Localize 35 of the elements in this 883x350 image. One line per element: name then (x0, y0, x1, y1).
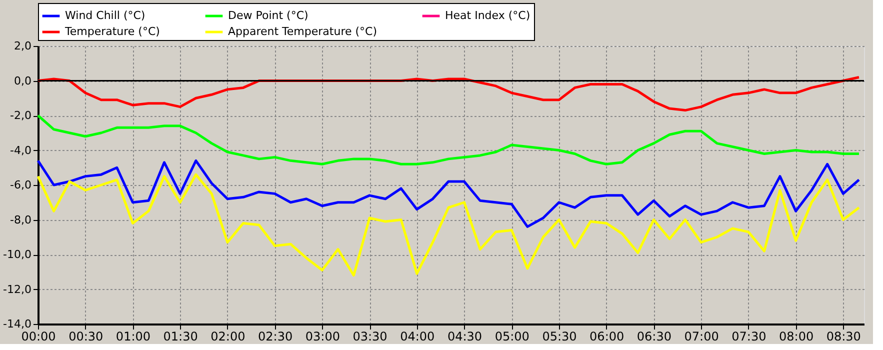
legend-label: Dew Point (°C) (228, 9, 308, 22)
x-tick-label: 03:00 (305, 330, 340, 344)
x-tick-label: 08:00 (779, 330, 814, 344)
line-series (36, 173, 860, 277)
x-tick-label: 00:00 (21, 330, 56, 344)
y-tick-label: 2,0 (14, 40, 32, 52)
legend-label: Apparent Temperature (°C) (228, 25, 377, 38)
x-tick-label: 02:00 (210, 330, 246, 344)
y-tick-label: -14,0 (3, 318, 32, 330)
x-tick-label: 02:30 (258, 330, 293, 344)
y-tick-label: -4,0 (10, 144, 32, 157)
x-tick-label: 00:30 (68, 330, 104, 344)
x-tick-label: 01:00 (116, 330, 151, 344)
legend-label: Temperature (°C) (64, 25, 160, 38)
x-tick-label: 08:30 (826, 330, 861, 344)
line-series (36, 114, 860, 166)
y-tick-label: -12,0 (3, 282, 32, 296)
x-tick-label: 06:00 (590, 330, 624, 344)
y-tick-label: -2,0 (10, 109, 32, 122)
y-tick-label: -6,0 (10, 178, 32, 192)
x-tick-label: 06:30 (636, 330, 672, 344)
legend-label: Heat Index (°C) (445, 9, 530, 22)
x-tick-label: 01:30 (163, 330, 198, 344)
x-tick-label: 04:00 (400, 330, 435, 344)
legend-label: Wind Chill (°C) (65, 9, 146, 22)
y-tick-label: -8,0 (10, 213, 32, 226)
y-tick-label: 0,0 (14, 74, 32, 88)
line-series (36, 159, 860, 228)
x-tick-label: 03:30 (352, 330, 388, 344)
x-tick-label: 05:30 (542, 330, 577, 344)
x-tick-label: 07:00 (684, 330, 719, 344)
x-tick-label: 07:30 (732, 330, 766, 344)
x-tick-label: 04:30 (447, 330, 482, 344)
y-tick-label: -10,0 (3, 248, 32, 261)
x-tick-label: 05:00 (494, 330, 530, 344)
